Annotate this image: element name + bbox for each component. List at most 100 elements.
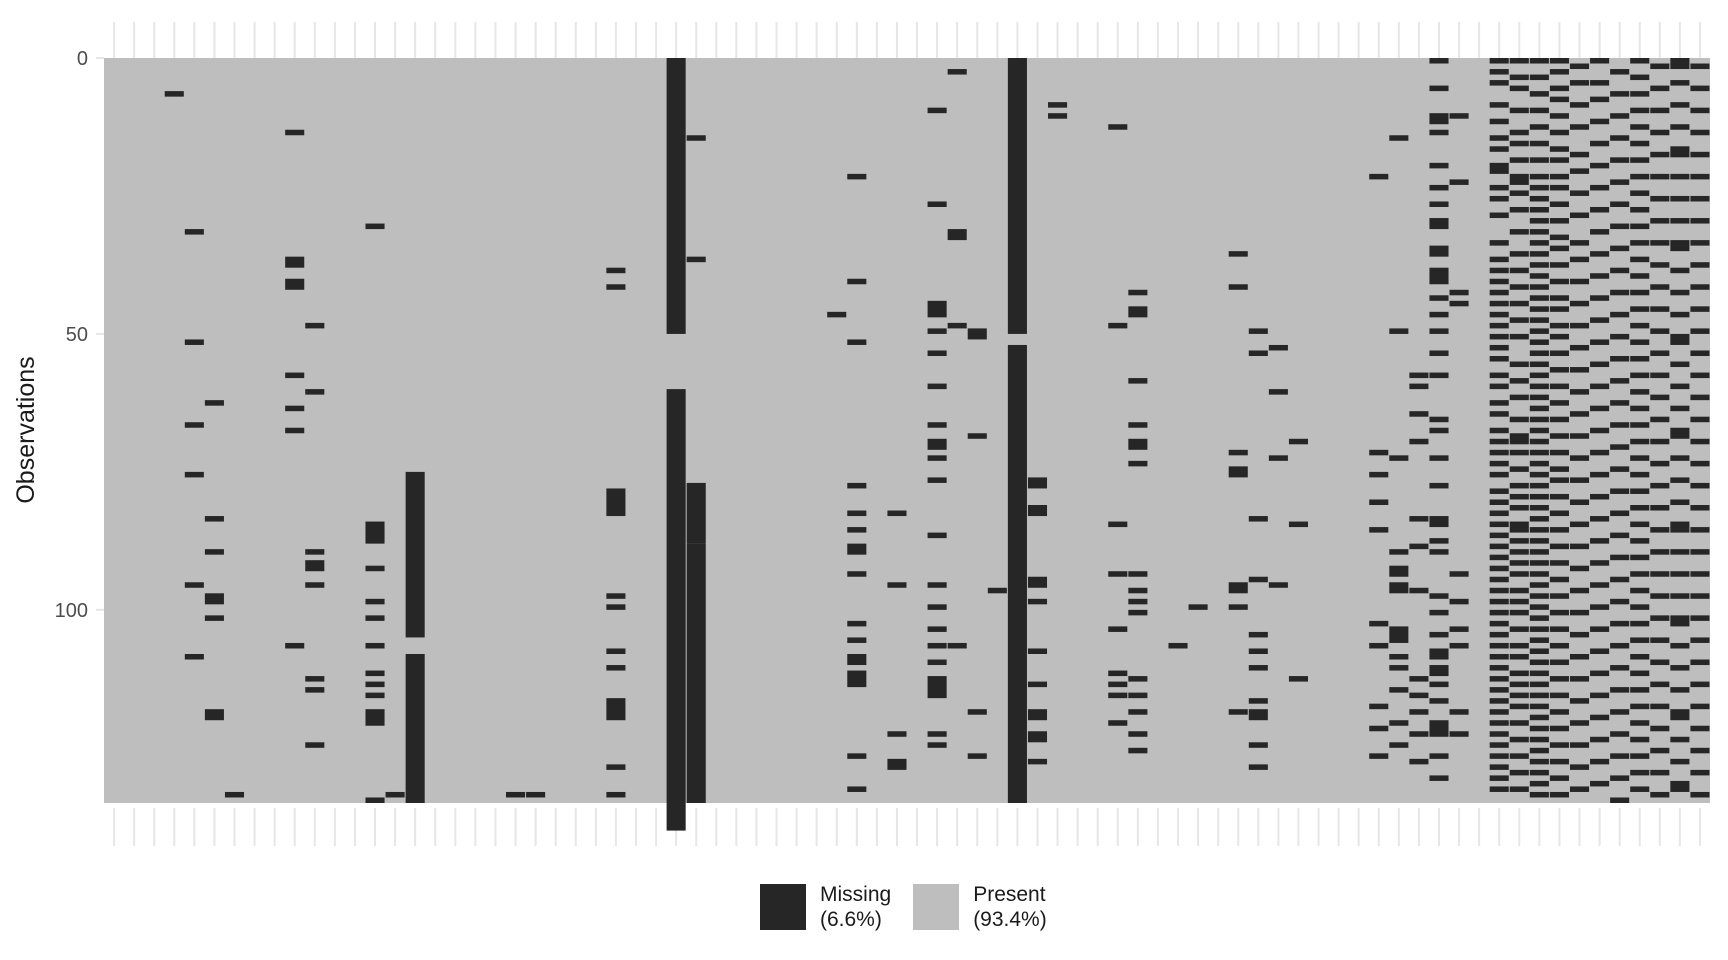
missing-cell (1429, 665, 1449, 677)
missing-cell (1569, 676, 1590, 682)
missing-cell (164, 91, 184, 97)
missing-cell (1590, 758, 1610, 765)
missing-cell (1630, 438, 1650, 445)
missing-cell (1549, 742, 1569, 748)
missing-cell (847, 543, 867, 555)
missing-cell (606, 665, 626, 671)
missing-cell (1449, 598, 1469, 605)
missing-cell (1529, 571, 1549, 577)
missing-cell (1509, 74, 1529, 81)
missing-cell (1610, 179, 1630, 185)
missing-cell (1489, 598, 1509, 605)
missing-cell (1590, 582, 1610, 588)
missing-cell (1529, 460, 1549, 467)
missing-cell (1128, 598, 1148, 605)
missing-cell (1429, 328, 1449, 334)
missing-cell (1248, 516, 1268, 522)
missing-cell (1630, 455, 1650, 461)
missing-cell (927, 107, 947, 114)
legend-label-present: Present (973, 883, 1046, 906)
missing-cell (1228, 709, 1248, 715)
missing-cell (1630, 157, 1650, 163)
missing-cell (1549, 218, 1569, 224)
missing-cell (1228, 582, 1248, 594)
missing-cell (1650, 240, 1670, 246)
missing-cell (1108, 692, 1128, 699)
missing-cell (1670, 383, 1690, 390)
missing-cell (1670, 521, 1690, 533)
missing-cell (1529, 493, 1549, 500)
missing-cell (305, 322, 325, 329)
missing-cell (1529, 306, 1549, 312)
missing-cell (1549, 659, 1569, 666)
missing-cell (1529, 505, 1549, 511)
missing-cell (204, 709, 224, 721)
missing-cell (1590, 317, 1610, 323)
missing-cell (927, 477, 947, 483)
missing-cell (1590, 493, 1610, 500)
missing-cell (927, 659, 947, 666)
missing-cell (1610, 91, 1630, 97)
missing-cell (1509, 394, 1529, 401)
missing-cell (1549, 560, 1569, 566)
missing-cell (1690, 460, 1710, 467)
missing-cell (1630, 289, 1650, 296)
missing-cell (1369, 703, 1389, 710)
missing-cell (1670, 289, 1690, 296)
missing-cell (1549, 322, 1569, 329)
missing-cell (1429, 482, 1449, 489)
missing-cell (1690, 63, 1710, 70)
missing-cell (1529, 681, 1549, 688)
missing-cell (1610, 422, 1630, 428)
missing-cell (1409, 587, 1429, 594)
missing-cell (1228, 251, 1248, 257)
missing-cell (1489, 543, 1509, 550)
missing-cell (1569, 587, 1590, 594)
missing-cell (1027, 758, 1048, 765)
missing-cell (184, 654, 204, 660)
missing-cell (1108, 681, 1128, 688)
missing-cell (1670, 427, 1690, 439)
missing-cell (1549, 383, 1569, 390)
missing-cell (987, 587, 1007, 594)
missing-cell (305, 742, 325, 748)
missing-cell (1369, 725, 1389, 732)
missing-cell (927, 731, 947, 737)
missing-cell (1529, 582, 1549, 588)
missing-cell (1650, 107, 1670, 114)
missing-cell (1048, 113, 1068, 119)
missing-cell (1690, 372, 1710, 379)
missing-cell (1529, 626, 1549, 632)
missing-cell (1369, 642, 1389, 649)
missing-cell (1590, 670, 1610, 677)
missing-cell (1509, 786, 1529, 792)
missing-cell (1248, 328, 1268, 334)
missing-cell (1549, 791, 1569, 798)
missing-cell (1650, 681, 1670, 688)
missing-cell (1549, 676, 1569, 682)
missing-cell (1489, 620, 1509, 627)
missing-cell (1128, 289, 1148, 296)
missing-cell (1529, 692, 1549, 699)
missing-cell (1489, 786, 1509, 792)
missing-cell (1549, 593, 1569, 599)
missing-cell (1670, 736, 1690, 743)
missing-cell (1590, 648, 1610, 654)
missing-cell (1509, 549, 1529, 555)
missing-cell (1630, 124, 1650, 130)
missing-cell (1429, 184, 1449, 191)
missing-cell (927, 532, 947, 539)
missing-cell (1549, 306, 1569, 312)
missing-cell (1429, 350, 1449, 356)
missing-cell (285, 405, 305, 412)
missing-cell (1569, 322, 1590, 329)
missing-cell (1650, 615, 1670, 621)
missing-cell (1489, 135, 1509, 141)
missing-cell (1650, 306, 1670, 312)
missing-cell (1489, 383, 1509, 390)
missing-cell (1549, 433, 1569, 439)
missing-cell (1650, 791, 1670, 798)
missing-cell (1489, 631, 1509, 638)
missing-cell (1389, 720, 1409, 726)
missing-cell (847, 620, 867, 627)
